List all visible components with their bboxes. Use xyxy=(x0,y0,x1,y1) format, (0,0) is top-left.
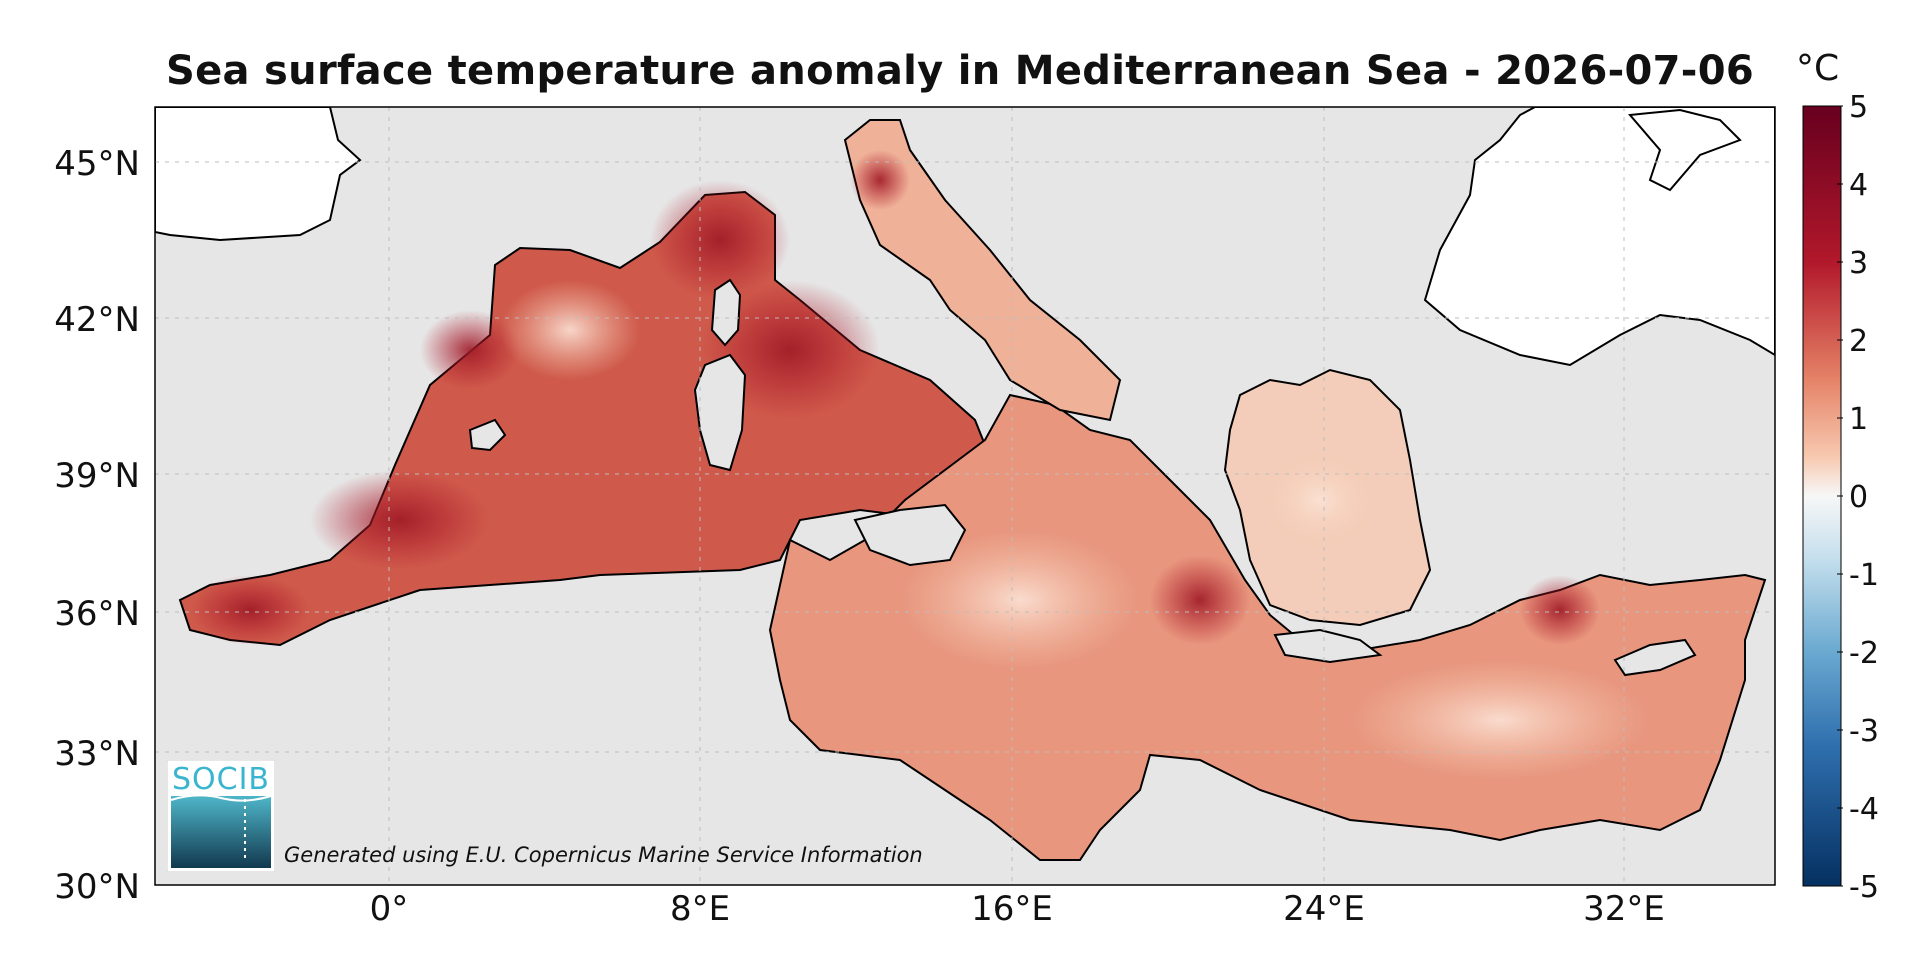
colorbar-tick-label: -2 xyxy=(1849,636,1879,671)
colorbar-ticks: 5 4 3 2 1 0 -1 -2 -3 -4 -5 xyxy=(1837,90,1879,905)
anomaly-hotspot xyxy=(310,470,490,570)
map-title: Sea surface temperature anomaly in Medit… xyxy=(166,48,1754,94)
colorbar xyxy=(1802,105,1842,887)
lat-tick-label: 30°N xyxy=(54,867,140,907)
colorbar-tick-label: 2 xyxy=(1849,324,1868,359)
lon-tick-label: 24°E xyxy=(1283,889,1365,929)
colorbar-tick-label: 3 xyxy=(1849,246,1868,281)
anomaly-hotspot xyxy=(1150,555,1250,645)
colorbar-tick-label: 1 xyxy=(1849,402,1868,437)
lat-tick-label: 33°N xyxy=(54,734,140,774)
anomaly-hotspot xyxy=(1520,575,1600,645)
sicily-island xyxy=(853,503,967,567)
cyprus-island xyxy=(1613,638,1697,677)
socib-logo: SOCIB xyxy=(166,759,276,873)
credit-text: Generated using E.U. Copernicus Marine S… xyxy=(284,843,923,867)
colorbar-tick-label: -4 xyxy=(1849,792,1879,827)
lon-tick-label: 0° xyxy=(370,889,409,929)
anomaly-hotspot xyxy=(190,575,310,645)
anomaly-pale-patch xyxy=(1350,660,1650,780)
outside-domain-crimea xyxy=(1627,108,1742,192)
outside-domain-north-west xyxy=(155,107,362,242)
lat-tick-label: 36°N xyxy=(54,594,140,634)
anomaly-hotspot xyxy=(420,310,520,390)
crete-island xyxy=(1273,628,1383,664)
corsica-island xyxy=(710,278,742,347)
anomaly-hotspot xyxy=(850,150,910,210)
outside-domain-black-sea xyxy=(1423,107,1775,367)
balearic-island xyxy=(468,418,507,452)
lat-tick-label: 45°N xyxy=(54,144,140,184)
lat-tick-label: 39°N xyxy=(54,456,140,496)
logo-text: SOCIB xyxy=(171,762,271,797)
anomaly-pale-patch xyxy=(500,280,640,380)
colorbar-tick-label: -3 xyxy=(1849,714,1879,749)
colorbar-tick-label: -1 xyxy=(1849,558,1879,593)
adriatic-sea xyxy=(843,119,1122,422)
sardinia-island xyxy=(693,353,747,472)
lon-tick-label: 8°E xyxy=(670,889,730,929)
colorbar-tick-label: 0 xyxy=(1849,480,1868,515)
colorbar-unit-label: °C xyxy=(1796,48,1840,89)
map-frame xyxy=(154,106,1776,886)
colorbar-tick-label: -5 xyxy=(1849,870,1879,905)
colorbar-tick-label: 4 xyxy=(1849,168,1868,203)
anomaly-pale-patch xyxy=(900,530,1140,670)
graticule xyxy=(155,107,1775,885)
anomaly-pale-patch xyxy=(1260,450,1380,550)
lon-tick-label: 16°E xyxy=(971,889,1053,929)
colorbar-tick-label: 5 xyxy=(1849,90,1868,125)
lat-tick-label: 42°N xyxy=(54,300,140,340)
lon-tick-label: 32°E xyxy=(1583,889,1665,929)
anomaly-hotspot xyxy=(650,180,790,300)
